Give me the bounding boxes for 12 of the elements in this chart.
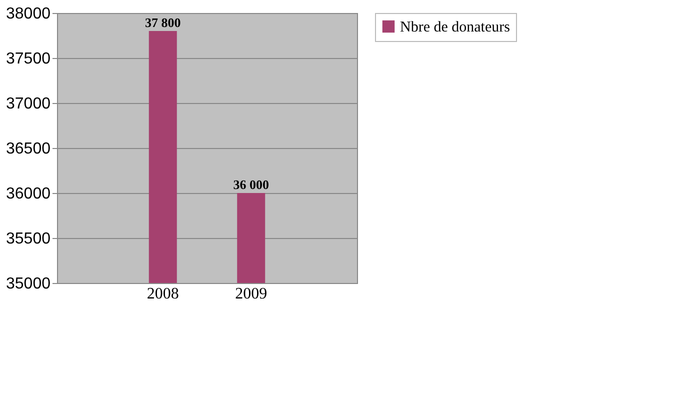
y-tick-label: 36500 — [6, 140, 51, 158]
y-tick-label: 37500 — [6, 50, 51, 68]
y-tick-label: 37000 — [6, 96, 51, 112]
data-label: 36 000 — [233, 177, 269, 192]
y-tick-label: 38000 — [6, 6, 51, 22]
legend-label: Nbre de donateurs — [400, 20, 510, 36]
data-label: 37 800 — [145, 15, 181, 30]
x-tick-label: 2008 — [146, 286, 179, 302]
y-tick-label: 35000 — [6, 276, 51, 292]
x-tick-label: 2009 — [235, 286, 268, 302]
y-tick-label: 36000 — [6, 186, 51, 202]
y-tick-label: 35500 — [6, 230, 51, 248]
